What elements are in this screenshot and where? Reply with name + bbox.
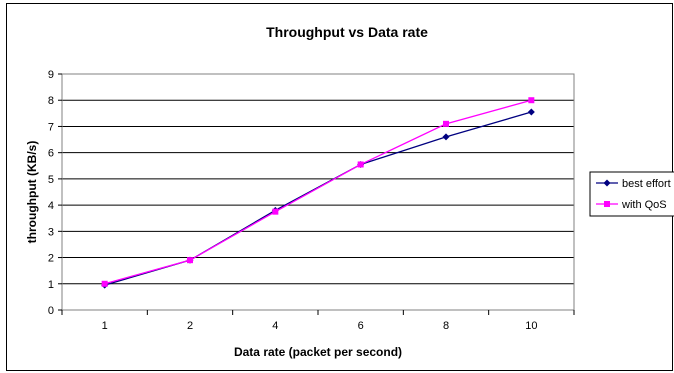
data-point xyxy=(357,161,364,168)
y-tick-label: 8 xyxy=(48,95,54,107)
y-tick-label: 3 xyxy=(48,226,54,238)
legend-label: best effort xyxy=(622,178,671,190)
x-tick-label: 6 xyxy=(358,320,364,332)
data-point xyxy=(101,280,108,287)
y-tick-label: 9 xyxy=(48,69,54,81)
y-tick-label: 5 xyxy=(48,174,54,186)
x-tick-label: 1 xyxy=(102,320,108,332)
y-tick-label: 0 xyxy=(48,305,54,317)
y-axis-ticks: 0 1 2 3 4 5 6 7 8 9 xyxy=(48,69,62,317)
x-axis-label: Data rate (packet per second) xyxy=(234,345,402,359)
data-point xyxy=(443,120,449,127)
data-point xyxy=(528,97,535,104)
legend: best effort with QoS xyxy=(589,171,674,217)
data-point xyxy=(527,108,535,116)
gridlines xyxy=(62,99,574,285)
y-tick-label: 4 xyxy=(48,200,54,212)
y-tick-label: 6 xyxy=(48,148,54,160)
series-line-2 xyxy=(104,99,532,285)
y-axis-label: throughput (KB/s) xyxy=(25,141,39,244)
series-group xyxy=(101,97,535,289)
y-tick-label: 2 xyxy=(48,253,54,265)
y-tick-label: 7 xyxy=(48,121,54,133)
data-point xyxy=(442,133,450,141)
legend-marker xyxy=(604,201,610,207)
x-tick-label: 8 xyxy=(443,320,449,332)
chart-title: Throughput vs Data rate xyxy=(266,24,428,40)
legend-marker xyxy=(603,179,611,187)
data-point xyxy=(272,208,279,215)
series-line-1 xyxy=(104,111,532,286)
legend-label: with QoS xyxy=(621,199,667,211)
legend-box xyxy=(589,171,674,217)
x-axis-ticks: 1 2 4 6 8 10 xyxy=(61,310,575,332)
y-tick-label: 1 xyxy=(48,279,54,291)
x-tick-label: 2 xyxy=(187,320,193,332)
data-point xyxy=(187,257,193,264)
x-tick-label: 4 xyxy=(272,320,278,332)
x-tick-label: 10 xyxy=(525,320,537,332)
